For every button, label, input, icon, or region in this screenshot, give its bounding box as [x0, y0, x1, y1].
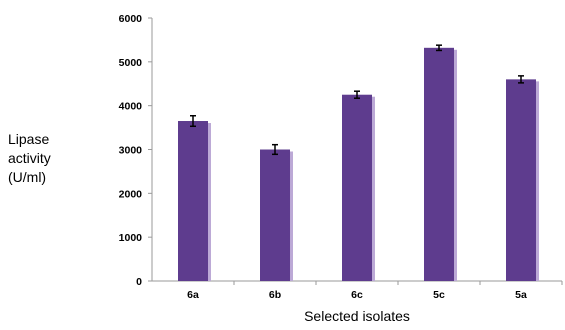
bar-5c	[424, 47, 454, 281]
x-axis-label: Selected isolates	[304, 308, 410, 324]
x-tick-label-5a: 5a	[515, 289, 527, 301]
y-tick-label: 0	[136, 276, 142, 288]
x-tick-label-5c: 5c	[433, 289, 445, 301]
x-tick-label-6b: 6b	[269, 289, 281, 301]
x-tick-labels: 6a 6b 6c 5c 5a	[187, 289, 527, 301]
y-axis-label-line-3: (U/ml)	[8, 169, 47, 185]
x-tick-label-6a: 6a	[187, 289, 199, 301]
bar-6b	[260, 149, 290, 281]
y-tick-labels: 0 1000 2000 3000 4000 5000 6000	[119, 13, 143, 288]
error-bars	[190, 44, 524, 156]
bar-5a	[506, 79, 536, 281]
x-tick-label-6c: 6c	[351, 289, 363, 301]
y-tick-label: 3000	[119, 145, 143, 157]
bars	[178, 47, 539, 281]
y-tick-label: 1000	[119, 232, 143, 244]
y-tick-label: 5000	[119, 57, 143, 69]
y-tick-label: 6000	[119, 13, 143, 25]
y-axis-label-line-1: Lipase	[8, 131, 50, 147]
y-axis-label-line-2: activity	[8, 150, 51, 166]
y-tick-label: 4000	[119, 101, 143, 113]
bar-6a	[178, 121, 208, 281]
bar-6c	[342, 94, 372, 281]
y-tick-label: 2000	[119, 188, 143, 200]
